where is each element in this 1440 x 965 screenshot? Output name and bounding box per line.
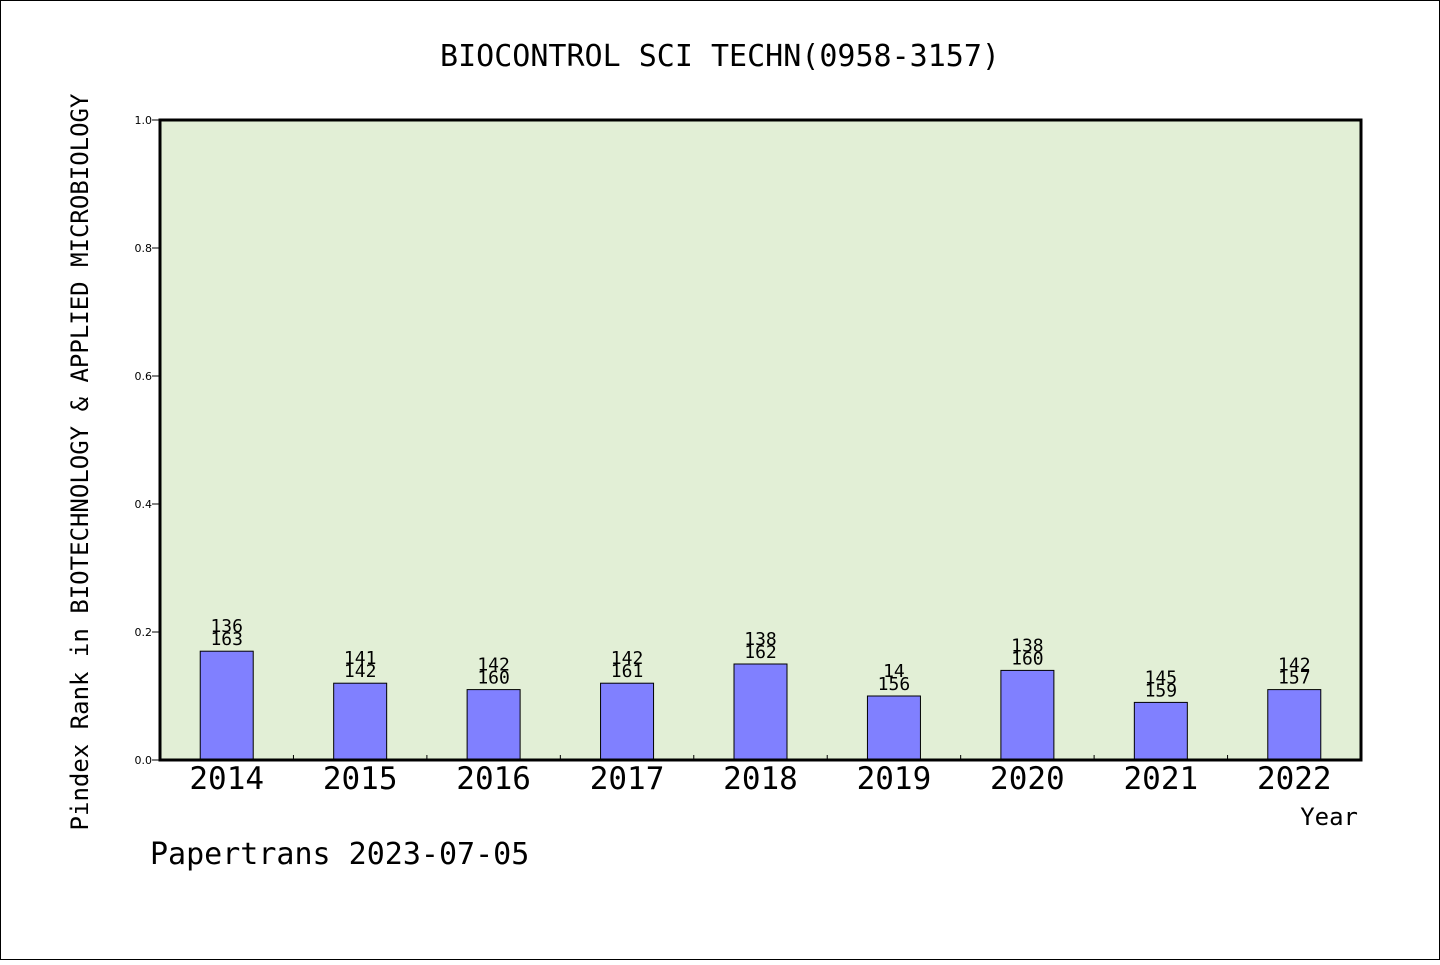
data-label-bottom: 163 — [210, 629, 243, 650]
bar — [733, 663, 788, 761]
data-label-top: 138 — [1011, 635, 1044, 656]
data-label-top: 136 — [210, 616, 243, 637]
y-tick-label: 0.4 — [135, 498, 153, 511]
plot-area — [160, 120, 1361, 760]
data-label-bottom: 142 — [344, 661, 377, 682]
y-axis-label: Pindex Rank in BIOTECHNOLOGY & APPLIED M… — [66, 93, 94, 830]
y-tick-label: 0.2 — [135, 626, 153, 639]
data-label-bottom: 157 — [1278, 668, 1311, 689]
x-tick-label: 2022 — [1257, 761, 1332, 797]
x-tick-label: 2020 — [990, 761, 1065, 797]
data-label-bottom: 160 — [1011, 648, 1044, 669]
x-tick-label: 2016 — [456, 761, 531, 797]
data-label-top: 142 — [477, 655, 510, 676]
tick-layer: 0.0 0.2 0.4 0.6 0.8 1.0 — [135, 114, 1229, 767]
chart-title: BIOCONTROL SCI TECHN(0958-3157) — [440, 39, 1000, 74]
x-tick-label: 2017 — [590, 761, 665, 797]
y-tick-label: 0.6 — [135, 370, 153, 383]
data-label-top: 142 — [611, 648, 644, 669]
data-label-bottom: 161 — [611, 661, 644, 682]
bar — [1133, 701, 1188, 761]
bar — [333, 682, 388, 761]
bar — [199, 650, 254, 761]
bar — [866, 695, 921, 761]
x-axis-label: Year — [1300, 803, 1358, 831]
y-tick-label: 1.0 — [135, 114, 153, 127]
y-tick-label: 0.0 — [135, 754, 153, 767]
bar — [600, 682, 655, 761]
data-label-bottom: 162 — [744, 642, 777, 663]
bars-layer: 1361632014141142201514216020161421612017… — [189, 616, 1331, 797]
data-label-top: 14 — [883, 661, 905, 682]
data-label-bottom: 160 — [477, 668, 510, 689]
x-tick-label: 2015 — [323, 761, 398, 797]
data-label-bottom: 156 — [878, 674, 911, 695]
data-label-bottom: 159 — [1145, 680, 1178, 701]
footer-text: Papertrans 2023-07-05 — [150, 837, 529, 872]
data-label-top: 141 — [344, 648, 377, 669]
bar — [466, 689, 521, 761]
x-tick-label: 2014 — [189, 761, 264, 797]
x-tick-label: 2018 — [723, 761, 798, 797]
data-label-top: 142 — [1278, 655, 1311, 676]
bar — [1000, 669, 1055, 761]
x-tick-label: 2019 — [857, 761, 932, 797]
data-label-top: 138 — [744, 629, 777, 650]
y-tick-label: 0.8 — [135, 242, 153, 255]
bar — [1267, 689, 1322, 761]
plot-frame — [158, 118, 1363, 762]
data-label-top: 145 — [1145, 667, 1178, 688]
x-tick-label: 2021 — [1124, 761, 1199, 797]
